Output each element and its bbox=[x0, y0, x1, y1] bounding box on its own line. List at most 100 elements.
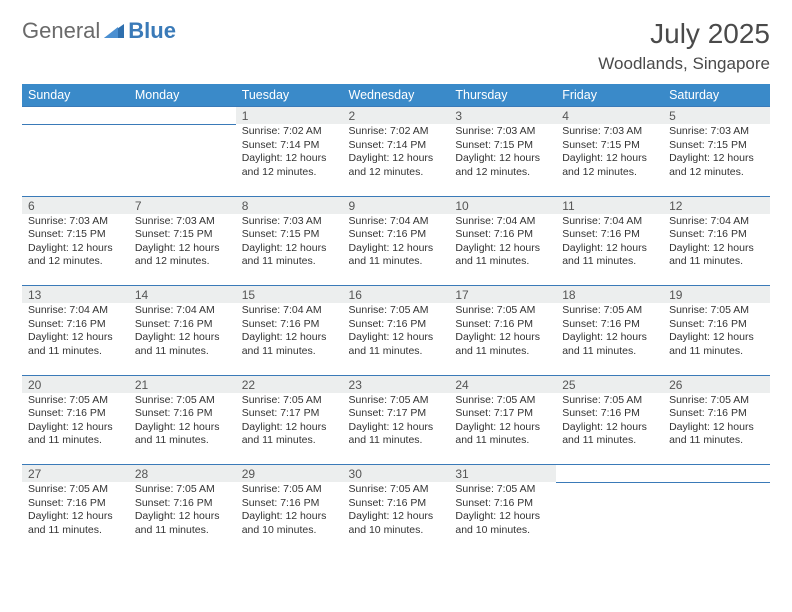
sunset-text: Sunset: 7:16 PM bbox=[242, 318, 337, 332]
sunset-text: Sunset: 7:15 PM bbox=[242, 228, 337, 242]
day-number: 14 bbox=[129, 286, 236, 304]
day-number: 29 bbox=[236, 465, 343, 483]
sunset-text: Sunset: 7:16 PM bbox=[135, 407, 230, 421]
sunrise-text: Sunrise: 7:04 AM bbox=[455, 215, 550, 229]
day-cell: Sunrise: 7:04 AMSunset: 7:16 PMDaylight:… bbox=[556, 214, 663, 286]
sunset-text: Sunset: 7:14 PM bbox=[349, 139, 444, 153]
sunrise-text: Sunrise: 7:03 AM bbox=[455, 125, 550, 139]
day-number: 2 bbox=[343, 107, 450, 125]
day-cell: Sunrise: 7:05 AMSunset: 7:16 PMDaylight:… bbox=[663, 393, 770, 465]
sunrise-text: Sunrise: 7:05 AM bbox=[349, 394, 444, 408]
day-number: 15 bbox=[236, 286, 343, 304]
sunrise-text: Sunrise: 7:03 AM bbox=[28, 215, 123, 229]
sunset-text: Sunset: 7:16 PM bbox=[28, 497, 123, 511]
day-cell: Sunrise: 7:04 AMSunset: 7:16 PMDaylight:… bbox=[129, 303, 236, 375]
daylight-text: Daylight: 12 hours and 11 minutes. bbox=[669, 242, 764, 269]
sunset-text: Sunset: 7:16 PM bbox=[455, 228, 550, 242]
calendar-body: 12345Sunrise: 7:02 AMSunset: 7:14 PMDayl… bbox=[22, 107, 770, 555]
day-number: 26 bbox=[663, 375, 770, 393]
day-number: 11 bbox=[556, 196, 663, 214]
daylight-text: Daylight: 12 hours and 11 minutes. bbox=[242, 421, 337, 448]
title-block: July 2025 Woodlands, Singapore bbox=[598, 18, 770, 74]
sunrise-text: Sunrise: 7:05 AM bbox=[349, 304, 444, 318]
sunrise-text: Sunrise: 7:05 AM bbox=[242, 483, 337, 497]
day-cell: Sunrise: 7:03 AMSunset: 7:15 PMDaylight:… bbox=[449, 124, 556, 196]
day-cell: Sunrise: 7:05 AMSunset: 7:16 PMDaylight:… bbox=[22, 393, 129, 465]
sunset-text: Sunset: 7:15 PM bbox=[28, 228, 123, 242]
weekday-header: Sunday bbox=[22, 84, 129, 107]
sunset-text: Sunset: 7:16 PM bbox=[349, 318, 444, 332]
sunrise-text: Sunrise: 7:02 AM bbox=[349, 125, 444, 139]
sunset-text: Sunset: 7:14 PM bbox=[242, 139, 337, 153]
sunset-text: Sunset: 7:16 PM bbox=[669, 318, 764, 332]
sunset-text: Sunset: 7:16 PM bbox=[242, 497, 337, 511]
day-cell: Sunrise: 7:05 AMSunset: 7:17 PMDaylight:… bbox=[343, 393, 450, 465]
day-cell: Sunrise: 7:05 AMSunset: 7:17 PMDaylight:… bbox=[449, 393, 556, 465]
day-number: 5 bbox=[663, 107, 770, 125]
sunrise-text: Sunrise: 7:03 AM bbox=[242, 215, 337, 229]
sunrise-text: Sunrise: 7:05 AM bbox=[455, 394, 550, 408]
week-number-row: 2728293031 bbox=[22, 465, 770, 483]
daylight-text: Daylight: 12 hours and 12 minutes. bbox=[669, 152, 764, 179]
day-number: 22 bbox=[236, 375, 343, 393]
weekday-header: Saturday bbox=[663, 84, 770, 107]
calendar-table: Sunday Monday Tuesday Wednesday Thursday… bbox=[22, 84, 770, 554]
sunrise-text: Sunrise: 7:05 AM bbox=[562, 394, 657, 408]
day-number: 3 bbox=[449, 107, 556, 125]
week-data-row: Sunrise: 7:04 AM Sunset: 7:16 PM Daylight:… bbox=[22, 303, 770, 375]
daylight-text: Daylight: 12 hours and 11 minutes. bbox=[349, 242, 444, 269]
sunset-text: Sunset: 7:16 PM bbox=[135, 497, 230, 511]
day-number: 19 bbox=[663, 286, 770, 304]
day-number: 31 bbox=[449, 465, 556, 483]
day-number: 1 bbox=[236, 107, 343, 125]
sunrise-text: Sunrise: 7:05 AM bbox=[562, 304, 657, 318]
weekday-header: Friday bbox=[556, 84, 663, 107]
day-number: 23 bbox=[343, 375, 450, 393]
empty-cell bbox=[129, 124, 236, 196]
week-number-row: 6789101112 bbox=[22, 196, 770, 214]
daylight-text: Daylight: 12 hours and 11 minutes. bbox=[562, 331, 657, 358]
sunset-text: Sunset: 7:16 PM bbox=[28, 407, 123, 421]
day-number: 8 bbox=[236, 196, 343, 214]
day-number: 30 bbox=[343, 465, 450, 483]
week-data-row: Sunrise: 7:02 AMSunset: 7:14 PMDaylight:… bbox=[22, 124, 770, 196]
day-cell: Sunrise: 7:05 AMSunset: 7:16 PMDaylight:… bbox=[236, 482, 343, 554]
sunrise-text: Sunrise: 7:04 AM bbox=[135, 304, 230, 318]
day-cell: Sunrise: 7:04 AMSunset: 7:16 PMDaylight:… bbox=[449, 214, 556, 286]
sunrise-text: Sunrise: 7:05 AM bbox=[28, 483, 123, 497]
logo-triangle-icon bbox=[104, 22, 124, 38]
sunset-text: Sunset: 7:15 PM bbox=[669, 139, 764, 153]
day-cell: Sunrise: 7:05 AMSunset: 7:16 PMDaylight:… bbox=[343, 482, 450, 554]
day-cell: Sunrise: 7:03 AMSunset: 7:15 PMDaylight:… bbox=[129, 214, 236, 286]
sunrise-text: Sunrise: 7:05 AM bbox=[135, 394, 230, 408]
day-cell: Sunrise: 7:05 AMSunset: 7:16 PMDaylight:… bbox=[556, 393, 663, 465]
sunrise-text: Sunrise: 7:05 AM bbox=[669, 394, 764, 408]
brand-part2: Blue bbox=[128, 18, 176, 44]
sunrise-text: Sunrise: 7:03 AM bbox=[135, 215, 230, 229]
sunset-text: Sunset: 7:15 PM bbox=[135, 228, 230, 242]
day-number: 13 bbox=[22, 286, 129, 304]
daylight-text: Daylight: 12 hours and 11 minutes. bbox=[562, 242, 657, 269]
daylight-text: Daylight: 12 hours and 11 minutes. bbox=[28, 510, 123, 537]
daylight-text: Daylight: 12 hours and 11 minutes. bbox=[135, 331, 230, 358]
day-cell: Sunrise: 7:04 AMSunset: 7:16 PMDaylight:… bbox=[343, 214, 450, 286]
week-data-row: Sunrise: 7:05 AMSunset: 7:16 PMDaylight:… bbox=[22, 393, 770, 465]
weekday-header: Monday bbox=[129, 84, 236, 107]
location-label: Woodlands, Singapore bbox=[598, 54, 770, 74]
page-header: General Blue July 2025 Woodlands, Singap… bbox=[22, 18, 770, 74]
day-cell: Sunrise: 7:03 AMSunset: 7:15 PMDaylight:… bbox=[22, 214, 129, 286]
daylight-text: Daylight: 12 hours and 11 minutes. bbox=[349, 421, 444, 448]
day-cell: Sunrise: 7:04 AMSunset: 7:16 PMDaylight:… bbox=[236, 303, 343, 375]
day-cell: Sunrise: 7:04 AMSunset: 7:16 PMDaylight:… bbox=[22, 303, 129, 375]
daylight-text: Daylight: 12 hours and 12 minutes. bbox=[135, 242, 230, 269]
day-number: 17 bbox=[449, 286, 556, 304]
day-cell: Sunrise: 7:03 AMSunset: 7:15 PMDaylight:… bbox=[556, 124, 663, 196]
week-data-row: Sunrise: 7:05 AMSunset: 7:16 PMDaylight:… bbox=[22, 482, 770, 554]
sunset-text: Sunset: 7:15 PM bbox=[455, 139, 550, 153]
sunset-text: Sunset: 7:17 PM bbox=[349, 407, 444, 421]
day-number: 24 bbox=[449, 375, 556, 393]
day-cell: Sunrise: 7:03 AMSunset: 7:15 PMDaylight:… bbox=[236, 214, 343, 286]
daylight-text: Daylight: 12 hours and 11 minutes. bbox=[455, 242, 550, 269]
sunset-text: Sunset: 7:17 PM bbox=[455, 407, 550, 421]
daylight-text: Daylight: 12 hours and 10 minutes. bbox=[455, 510, 550, 537]
